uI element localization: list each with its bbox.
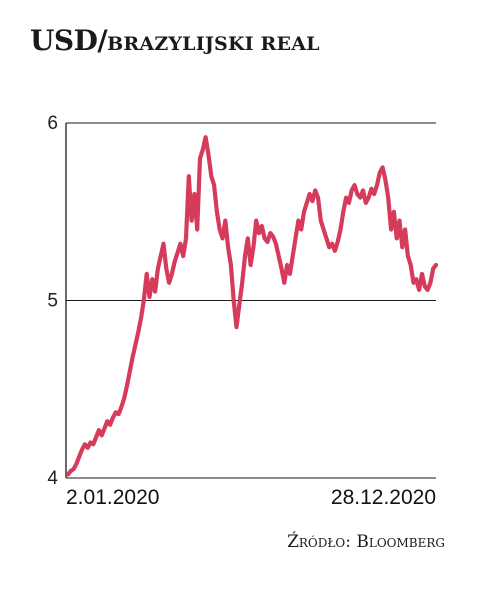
x-tick-label-end: 28.12.2020	[331, 486, 436, 509]
y-tick-label: 6	[47, 113, 58, 134]
plot-area	[65, 135, 439, 477]
y-tick-label: 5	[47, 291, 58, 312]
y-tick-label: 4	[47, 468, 58, 489]
tick-labels: 4 5 6 2.01.2020 28.12.2020	[47, 113, 436, 509]
series-line	[65, 135, 439, 477]
x-tick-label-start: 2.01.2020	[66, 486, 159, 509]
source-note: Źródło: Bloomberg	[287, 532, 445, 552]
chart-title: USD/brazylijski real	[30, 24, 320, 57]
gridlines	[66, 122, 436, 479]
chart-title-main: USD/	[30, 24, 108, 57]
chart-title-sub: brazylijski real	[107, 33, 320, 55]
